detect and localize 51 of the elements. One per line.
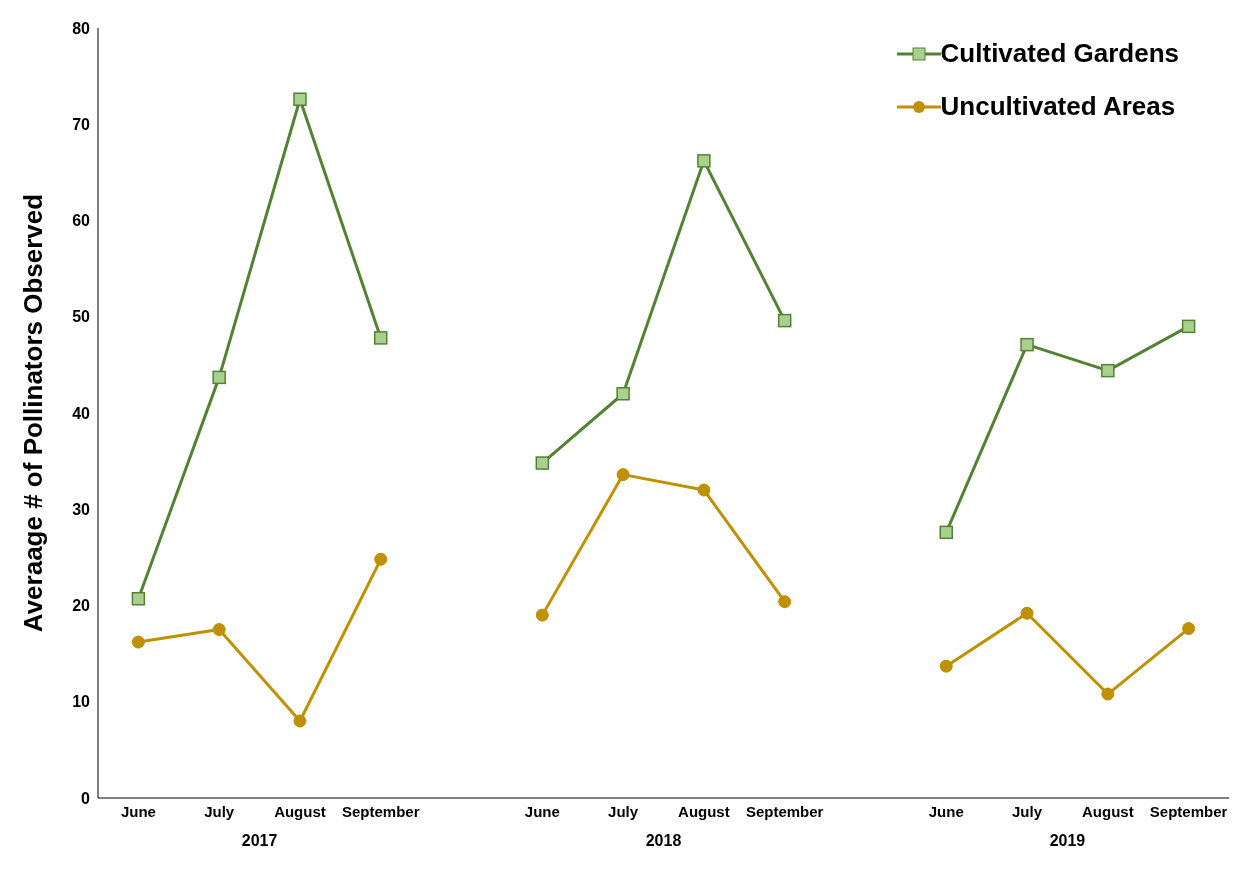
point — [293, 714, 307, 728]
point — [212, 370, 226, 385]
point — [212, 623, 226, 637]
y-tick-label: 10 — [72, 693, 91, 711]
x-tick-label: August — [1081, 802, 1134, 820]
y-tick-label: 0 — [81, 789, 91, 807]
point — [1020, 337, 1034, 352]
y-tick-label: 20 — [72, 597, 91, 615]
y-tick-label: 50 — [72, 308, 91, 326]
legend-label: Cultivated Gardens — [940, 38, 1179, 69]
x-tick-label: June — [928, 802, 964, 820]
text: 2017 — [240, 832, 279, 850]
point — [1020, 606, 1034, 620]
point — [293, 92, 307, 106]
point — [1101, 363, 1115, 378]
y-tick-label: 30 — [72, 500, 91, 518]
point — [616, 468, 630, 482]
point — [939, 525, 953, 540]
point — [374, 552, 388, 566]
x-tick-label: August — [274, 802, 326, 820]
point — [778, 595, 792, 609]
x-tick-label: September — [1149, 802, 1228, 820]
point — [697, 483, 711, 497]
point — [535, 608, 549, 622]
legend-label: Uncultivated Areas — [940, 91, 1176, 122]
y-tick-label: 80 — [72, 19, 91, 37]
point — [535, 456, 550, 470]
x-tick-label: September — [341, 802, 420, 820]
point — [939, 659, 953, 673]
text: 2019 — [1048, 832, 1087, 850]
point — [131, 592, 146, 606]
point — [1181, 319, 1196, 334]
y-tick-label: 40 — [72, 404, 91, 422]
y-axis-title: Averaage # of Pollinators Observed — [18, 193, 49, 633]
point — [1101, 687, 1115, 701]
point — [131, 635, 145, 649]
point — [374, 331, 388, 345]
x-tick-label: June — [524, 802, 560, 820]
x-tick-label: July — [204, 802, 235, 820]
y-tick-label: 70 — [72, 115, 91, 133]
text: 2018 — [644, 832, 683, 850]
point — [616, 387, 630, 401]
x-tick-label: July — [1012, 802, 1043, 820]
x-tick-label: June — [120, 802, 156, 820]
y-tick-label: 60 — [72, 212, 91, 230]
x-tick-label: July — [608, 802, 639, 820]
point — [1182, 622, 1196, 636]
point — [697, 154, 711, 168]
x-tick-label: September — [745, 802, 824, 820]
x-tick-label: August — [678, 802, 730, 820]
point — [777, 313, 792, 328]
